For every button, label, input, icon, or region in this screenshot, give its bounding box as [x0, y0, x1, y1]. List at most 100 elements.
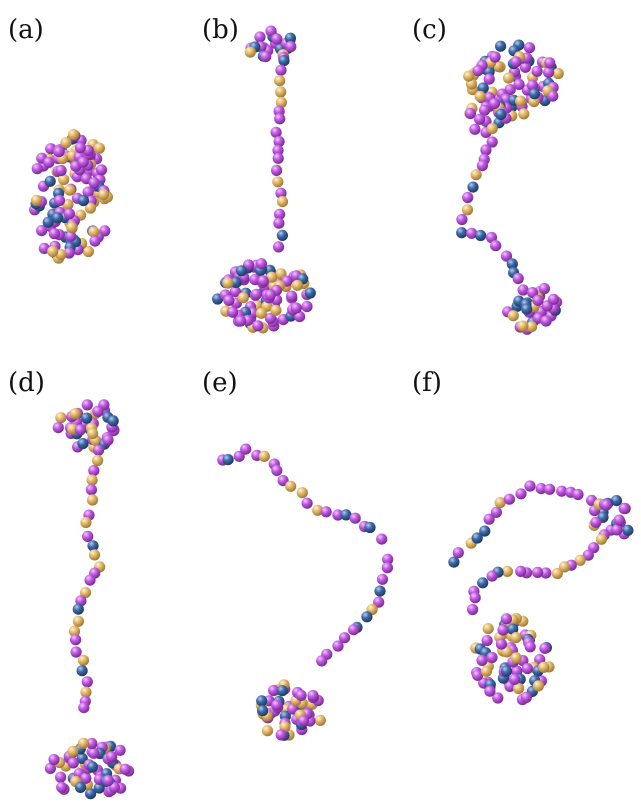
gold-bead	[30, 194, 43, 206]
magenta-bead	[31, 163, 43, 175]
magenta-bead	[348, 624, 360, 636]
magenta-bead	[382, 553, 394, 565]
gold-bead	[88, 549, 101, 561]
magenta-bead	[70, 646, 82, 658]
panel-b: (b)	[202, 15, 316, 334]
gold-bead	[551, 567, 563, 580]
magenta-bead	[469, 123, 481, 135]
magenta-bead	[307, 690, 319, 702]
blue-bead	[284, 32, 296, 44]
magenta-bead	[381, 562, 393, 574]
magenta-bead	[472, 65, 484, 77]
magenta-bead	[92, 405, 104, 417]
gold-bead	[80, 686, 92, 698]
magenta-bead	[271, 464, 283, 476]
magenta-bead	[544, 483, 556, 495]
magenta-bead	[618, 502, 631, 515]
magenta-bead	[476, 160, 488, 172]
magenta-bead	[233, 450, 245, 462]
gold-bead	[72, 615, 84, 627]
gold-bead	[68, 625, 81, 638]
blue-bead	[42, 216, 54, 228]
magenta-bead	[254, 31, 266, 43]
gold-bead	[222, 277, 234, 289]
gold-bead	[480, 665, 492, 677]
magenta-bead	[539, 642, 551, 654]
blue-bead	[610, 495, 623, 507]
gold-bead	[270, 304, 282, 316]
panel-a: (a)	[8, 15, 113, 264]
magenta-bead	[275, 729, 287, 741]
magenta-bead	[517, 284, 529, 296]
magenta-bead	[490, 240, 502, 252]
gold-bead	[518, 108, 530, 120]
magenta-bead	[102, 434, 114, 446]
blue-bead	[276, 229, 288, 241]
magenta-bead	[519, 61, 532, 73]
magenta-bead	[82, 530, 94, 543]
magenta-bead	[349, 512, 361, 524]
magenta-bead	[464, 107, 476, 120]
panel-b-label: (b)	[202, 15, 239, 45]
blue-bead	[495, 108, 507, 120]
blue-bead	[107, 415, 119, 427]
panel-b-beads	[212, 25, 316, 334]
magenta-bead	[106, 751, 118, 763]
blue-bead	[477, 577, 489, 589]
gold-bead	[47, 245, 59, 258]
magenta-bead	[515, 488, 527, 500]
panel-a-label: (a)	[8, 15, 44, 45]
magenta-bead	[339, 632, 351, 644]
magenta-bead	[65, 230, 77, 242]
magenta-bead	[480, 144, 492, 156]
magenta-bead	[88, 465, 100, 477]
magenta-bead	[36, 225, 48, 237]
gold-bead	[84, 202, 96, 214]
magenta-bead	[53, 194, 66, 207]
blue-bead	[304, 287, 316, 299]
magenta-bead	[452, 547, 464, 559]
gold-bead	[244, 46, 256, 58]
gold-bead	[501, 646, 513, 658]
magenta-bead	[472, 669, 484, 681]
magenta-bead	[462, 191, 474, 204]
gold-bead	[79, 587, 92, 599]
blue-bead	[77, 194, 89, 207]
magenta-bead	[80, 772, 92, 784]
gold-bead	[266, 271, 278, 283]
magenta-bead	[264, 289, 276, 301]
magenta-bead	[271, 699, 283, 711]
magenta-bead	[486, 651, 498, 664]
magenta-bead	[500, 250, 513, 262]
magenta-bead	[613, 514, 625, 526]
magenta-bead	[88, 177, 100, 189]
panel-f: (f)	[412, 368, 634, 706]
magenta-bead	[483, 513, 495, 525]
magenta-bead	[53, 146, 65, 158]
gold-bead	[237, 292, 249, 304]
gold-bead	[486, 123, 498, 135]
magenta-bead	[78, 702, 90, 714]
gold-bead	[510, 632, 522, 644]
gold-bead	[474, 90, 486, 102]
magenta-bead	[294, 311, 306, 323]
blue-bead	[622, 524, 634, 536]
magenta-bead	[55, 771, 67, 783]
magenta-bead	[56, 781, 68, 793]
magenta-bead	[287, 703, 299, 715]
magenta-bead	[540, 567, 552, 579]
panel-d: (d)	[8, 368, 135, 800]
blue-bead	[475, 229, 487, 242]
magenta-bead	[520, 691, 532, 704]
magenta-bead	[82, 186, 94, 198]
gold-bead	[64, 184, 76, 196]
gold-bead	[296, 487, 308, 499]
gold-bead	[532, 680, 545, 692]
magenta-bead	[257, 275, 269, 287]
magenta-bead	[582, 549, 594, 561]
panel-d-beads	[44, 399, 135, 800]
gold-bead	[470, 169, 482, 181]
panel-e-beads	[217, 443, 394, 741]
gold-bead	[291, 279, 303, 291]
